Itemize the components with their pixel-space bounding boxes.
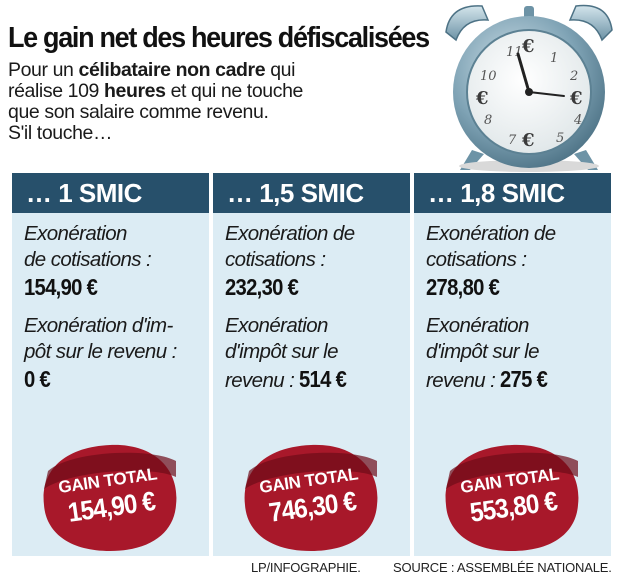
- label-line: cotisations :: [225, 248, 326, 271]
- label-line: revenu : 275 €: [426, 365, 601, 394]
- label-line: Exonération de: [426, 222, 556, 245]
- intro-line-4: S'il touche…: [8, 122, 113, 144]
- label-line: d'impôt sur le: [225, 340, 338, 363]
- clock-euro-top: €: [521, 36, 535, 57]
- clock-numeral-5: 5: [556, 131, 564, 146]
- intro-emphasis: célibataire non cadre: [78, 59, 266, 81]
- clock-numeral-7: 7: [508, 133, 517, 148]
- total-gain-badge: [445, 444, 579, 551]
- tax-exemption-label: Exonération d'impôt sur le revenu : 275 …: [426, 313, 601, 394]
- footer: LP/INFOGRAPHIE. SOURCE : ASSEMBLÉE NATIO…: [0, 558, 622, 578]
- clock-numeral-10: 10: [480, 69, 497, 84]
- contribution-exemption-label: Exonération de cotisations :: [426, 221, 601, 273]
- clock-numeral-4: 4: [573, 113, 582, 128]
- intro-text-part: qui: [265, 59, 296, 81]
- intro-text: Pour un célibataire non cadre qui réalis…: [8, 60, 428, 144]
- label-line: cotisations :: [426, 248, 527, 271]
- clock-euro-bottom: €: [521, 130, 535, 151]
- clock-euro-right: €: [569, 88, 583, 109]
- tax-exemption-label: Exonération d'im- pôt sur le revenu :: [24, 313, 199, 365]
- intro-line-1: Pour un célibataire non cadre qui: [8, 60, 428, 81]
- total-gain: GAIN TOTAL 154,90 €: [33, 432, 187, 562]
- intro-line-3: que son salaire comme revenu.: [8, 101, 269, 123]
- column-header: … 1 SMIC: [12, 173, 209, 213]
- tax-exemption-value: 514 €: [299, 366, 347, 392]
- label-line: d'impôt sur le: [426, 340, 539, 363]
- clock-numeral-2: 2: [569, 69, 578, 84]
- clock-euro-left: €: [475, 88, 489, 109]
- label-line: Exonération: [225, 314, 328, 337]
- column-1-5-smic: … 1,5 SMIC Exonération de cotisations : …: [213, 173, 410, 556]
- source-text: SOURCE : ASSEMBLÉE NATIONALE.: [393, 560, 612, 575]
- intro-text-part: Pour un: [8, 59, 79, 81]
- column-header: … 1,5 SMIC: [213, 173, 410, 213]
- intro-text-part: réalise 109: [8, 80, 105, 102]
- label-line: Exonération: [426, 314, 529, 337]
- tax-exemption-value: 275 €: [500, 366, 548, 392]
- label-part: revenu :: [426, 369, 501, 392]
- total-gain: GAIN TOTAL 553,80 €: [435, 432, 589, 562]
- contribution-exemption-label: Exonération de cotisations :: [24, 221, 199, 273]
- credit-text: LP/INFOGRAPHIE.: [251, 560, 361, 575]
- column-1-smic: … 1 SMIC Exonération de cotisations : 15…: [12, 173, 209, 556]
- intro-emphasis: heures: [104, 80, 166, 102]
- clock-numeral-8: 8: [484, 113, 492, 128]
- total-gain-badge: [43, 444, 177, 551]
- tax-exemption-label: Exonération d'impôt sur le revenu : 514 …: [225, 313, 400, 394]
- label-line: revenu : 514 €: [225, 365, 400, 394]
- contribution-exemption-value: 154,90 €: [24, 274, 98, 300]
- total-gain-badge: [244, 444, 378, 551]
- contribution-exemption-value: 278,80 €: [426, 274, 500, 300]
- label-part: revenu :: [225, 369, 300, 392]
- label-line: Exonération de: [225, 222, 355, 245]
- column-1-8-smic: … 1,8 SMIC Exonération de cotisations : …: [414, 173, 611, 556]
- label-line: de cotisations :: [24, 248, 152, 271]
- clock-numeral-1: 1: [550, 51, 558, 66]
- contribution-exemption-label: Exonération de cotisations :: [225, 221, 400, 273]
- total-gain: GAIN TOTAL 746,30 €: [234, 432, 388, 562]
- page-title: Le gain net des heures défiscalisées: [8, 22, 430, 54]
- label-line: pôt sur le revenu :: [24, 340, 177, 363]
- contribution-exemption-value: 232,30 €: [225, 274, 299, 300]
- label-line: Exonération: [24, 222, 127, 245]
- intro-text-part: et qui ne touche: [165, 80, 304, 102]
- label-line: Exonération d'im-: [24, 314, 173, 337]
- column-header: … 1,8 SMIC: [414, 173, 611, 213]
- intro-line-2: réalise 109 heures et qui ne touche: [8, 81, 428, 102]
- alarm-clock-icon: 11 1 2 10 4 8 7 5 € € € €: [445, 4, 613, 172]
- tax-exemption-value: 0 €: [24, 366, 51, 392]
